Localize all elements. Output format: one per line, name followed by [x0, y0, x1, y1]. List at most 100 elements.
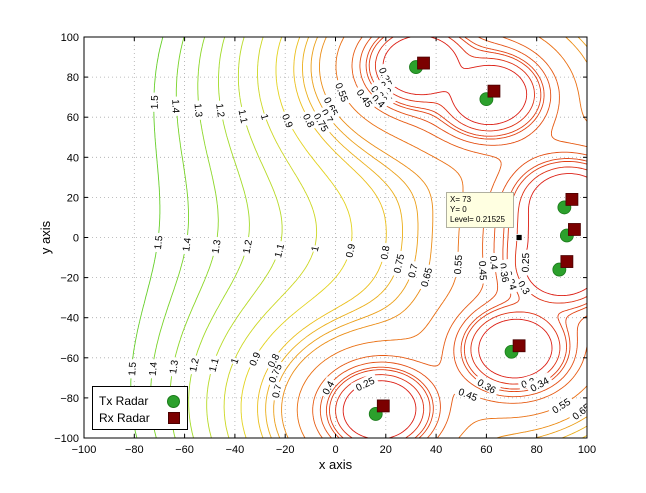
contour-label: 0.25	[518, 249, 533, 276]
y-axis-label: y axis	[38, 220, 53, 254]
rx-radar-marker	[568, 223, 581, 236]
contour-label: 1.2	[185, 354, 202, 376]
svg-text:1.4: 1.4	[169, 99, 180, 114]
axis-ticks: −100 −80 −60 −40 −20 0 20 40 60 80 100 −100 −80 −60 −4…	[54, 32, 596, 456]
contour-label: 0.9	[244, 347, 264, 370]
svg-text:0.45: 0.45	[476, 261, 488, 281]
contour-label: 0.45	[476, 257, 490, 284]
legend: Tx Radar Rx Radar	[92, 386, 188, 430]
svg-text:1.2: 1.2	[242, 238, 255, 254]
y-tick-label: 60	[67, 112, 79, 124]
svg-text:0.7: 0.7	[407, 262, 421, 279]
svg-text:1: 1	[229, 356, 241, 365]
svg-text:1.3: 1.3	[168, 359, 181, 375]
svg-text:1: 1	[258, 113, 270, 122]
contour-label: 1.3	[165, 356, 181, 378]
svg-text:0.65: 0.65	[419, 266, 435, 288]
svg-text:1.4: 1.4	[148, 361, 160, 376]
contour-label: 1.5	[147, 92, 161, 112]
rx-radar-marker	[512, 339, 526, 353]
datatip[interactable]: X= 73 Y= 0 Level= 0.21525	[446, 192, 514, 228]
svg-text:1.1: 1.1	[207, 357, 221, 374]
contour-line-0_3	[335, 37, 587, 438]
contour-label: 1.4	[145, 358, 160, 379]
svg-text:0.4: 0.4	[487, 255, 499, 270]
x-tick-label: 80	[531, 444, 543, 456]
svg-text:1.5: 1.5	[150, 95, 161, 109]
svg-text:0.9: 0.9	[248, 350, 264, 368]
y-tick-label: 80	[67, 72, 79, 84]
y-tick-label: −80	[60, 393, 79, 405]
contour-label: 1.2	[239, 235, 255, 257]
y-tick-label: 100	[61, 32, 79, 44]
contour-label: 0.55	[450, 251, 465, 278]
contour-label: 1.1	[204, 354, 222, 376]
contour-label: 0.8	[376, 242, 393, 263]
contour-line-0_65	[281, 37, 587, 438]
svg-text:0.9: 0.9	[279, 113, 294, 130]
datatip-point[interactable]	[515, 234, 523, 241]
x-tick-label: −100	[72, 444, 97, 456]
contour-line-0_9	[240, 37, 353, 438]
svg-text:0.7: 0.7	[271, 383, 285, 399]
contour-label: 1.3	[192, 100, 206, 121]
rx-radar-marker	[565, 193, 579, 206]
svg-text:1.3: 1.3	[192, 103, 204, 118]
svg-text:0.55: 0.55	[453, 254, 465, 275]
y-tick-label: 0	[73, 233, 79, 245]
rx-radar-marker	[560, 255, 574, 268]
svg-text:1.1: 1.1	[236, 109, 250, 125]
contour-line-0_25	[342, 37, 587, 438]
contour-label: 0.9	[279, 109, 298, 132]
legend-label-tx-radar: Tx Radar	[99, 394, 149, 408]
contour-label: 1.1	[270, 239, 287, 262]
svg-text:0.9: 0.9	[344, 242, 358, 258]
contour-label: 0.7	[404, 259, 421, 282]
legend-item-rx-radar: Rx Radar	[99, 410, 185, 426]
svg-text:1.2: 1.2	[213, 103, 226, 119]
x-tick-label: 60	[480, 444, 492, 456]
x-tick-label: −20	[276, 444, 295, 456]
contour-line-1_2	[188, 37, 250, 438]
contour-label: 0.4	[487, 252, 502, 273]
rx-radar-marker	[487, 84, 501, 98]
y-tick-label: 40	[67, 152, 79, 164]
legend-item-tx-radar: Tx Radar	[99, 393, 185, 409]
y-tick-label: −40	[60, 313, 79, 325]
rx-radar-marker	[376, 399, 390, 413]
x-tick-label: 0	[332, 444, 338, 456]
x-tick-label: −60	[175, 444, 194, 456]
datatip-x: X= 73	[450, 195, 472, 204]
y-tick-label: −20	[60, 273, 79, 285]
datatip-y: Y= 0	[450, 205, 467, 214]
datatip-level: Level= 0.21525	[450, 215, 505, 224]
svg-text:1.1: 1.1	[273, 242, 287, 259]
radar-markers	[368, 56, 581, 421]
svg-text:0.8: 0.8	[379, 245, 392, 261]
contour-line-0_7	[273, 37, 587, 438]
legend-label-rx-radar: Rx Radar	[99, 411, 150, 425]
contour-label: 1.2	[213, 99, 229, 121]
svg-text:0.75: 0.75	[392, 253, 407, 275]
x-tick-label: −80	[125, 444, 144, 456]
contour-label: 0.75	[389, 249, 407, 277]
contour-label: 1.5	[124, 358, 139, 379]
rx-radar-square-icon	[168, 412, 180, 424]
contour-labels: 0.250.250.250.30.30.30.340.340.340.360.3…	[124, 62, 587, 424]
tx-radar-circle-icon	[167, 395, 180, 408]
contour-label: 1.4	[178, 234, 194, 255]
svg-text:1.2: 1.2	[188, 357, 202, 373]
contour-label: 1	[227, 355, 242, 366]
y-tick-label: −60	[60, 353, 79, 365]
x-tick-label: 20	[380, 444, 392, 456]
contour-label: 0.65	[416, 263, 435, 291]
svg-text:0.25: 0.25	[521, 252, 533, 272]
contour-label: 1	[258, 111, 272, 122]
svg-text:1.3: 1.3	[210, 239, 223, 255]
svg-text:1.5: 1.5	[127, 361, 139, 376]
contour-line-0_75	[265, 37, 587, 438]
contour-label: 1.4	[169, 96, 183, 116]
svg-text:1: 1	[310, 244, 322, 252]
contour-label: 1.1	[236, 105, 252, 127]
x-tick-label: −40	[226, 444, 245, 456]
